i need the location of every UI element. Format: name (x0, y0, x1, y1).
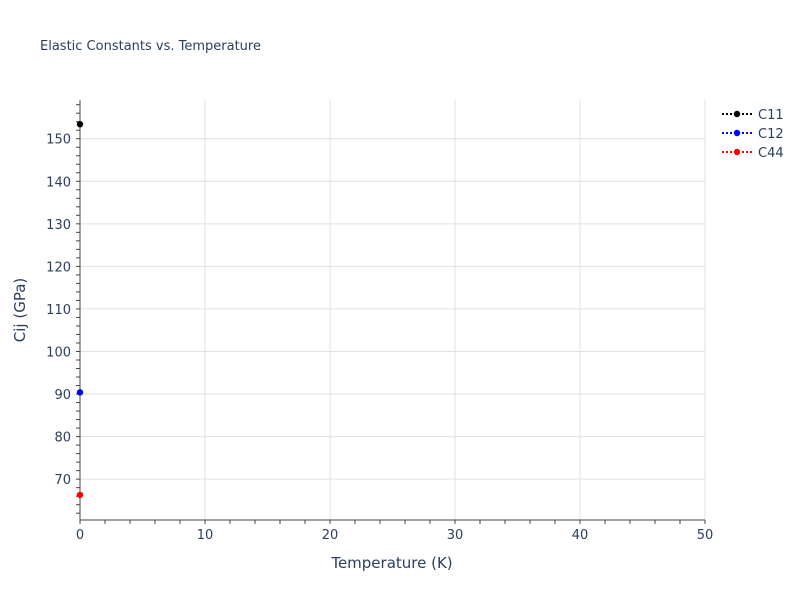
legend-marker (733, 129, 741, 137)
y-tick-label: 100 (46, 345, 71, 360)
legend-marker (733, 110, 741, 118)
legend-item-c11[interactable]: C11 (722, 108, 784, 123)
legend-label: C11 (758, 108, 784, 123)
x-tick-label: 10 (197, 528, 214, 543)
legend-item-c44[interactable]: C44 (722, 146, 784, 161)
y-tick-label: 90 (54, 388, 71, 403)
y-tick-label: 140 (46, 175, 71, 190)
x-tick-label: 50 (697, 528, 714, 543)
y-tick-label: 70 (54, 473, 71, 488)
x-axis-title: Temperature (K) (330, 554, 452, 572)
x-tick-label: 30 (447, 528, 464, 543)
y-tick-label: 130 (46, 218, 71, 233)
legend-item-c12[interactable]: C12 (722, 127, 784, 142)
x-tick-label: 20 (322, 528, 339, 543)
grid (80, 100, 706, 520)
y-tick-label: 80 (54, 431, 71, 446)
data-point-c12 (76, 389, 84, 396)
legend-label: C44 (758, 146, 784, 161)
x-tick-label: 0 (76, 528, 84, 543)
chart-title: Elastic Constants vs. Temperature (40, 39, 261, 54)
y-tick-label: 120 (46, 260, 71, 275)
data-points (76, 121, 84, 499)
x-tick-label: 40 (572, 528, 589, 543)
legend-label: C12 (758, 127, 784, 142)
y-tick-label: 150 (46, 133, 71, 148)
y-axis-title: Cij (GPa) (11, 278, 29, 342)
axes: 0 10 20 30 40 50 70 80 90 100 110 120 130 140 150 (46, 100, 713, 543)
data-point-c11 (76, 121, 84, 128)
y-tick-label: 110 (46, 303, 71, 318)
legend-marker (733, 148, 741, 156)
data-point-c44 (76, 491, 84, 499)
legend[interactable]: C11 C12 C44 (722, 108, 784, 161)
